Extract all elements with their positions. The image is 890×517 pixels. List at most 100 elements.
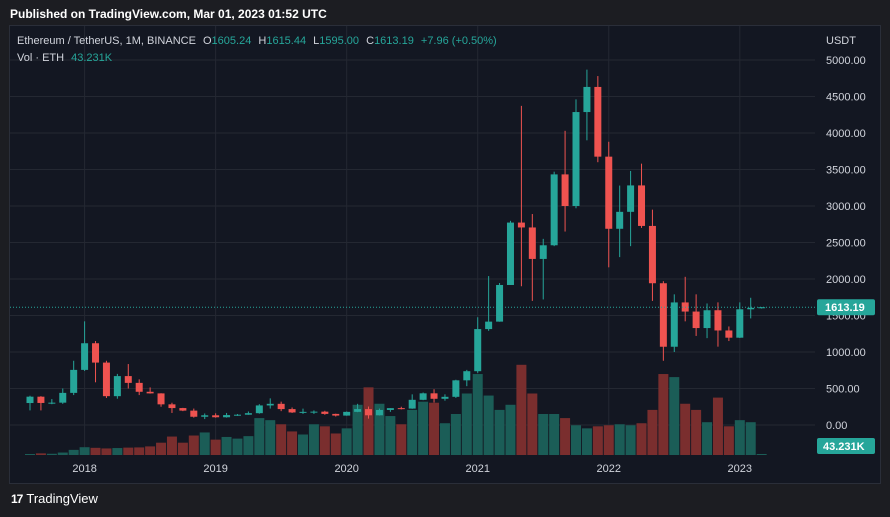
candle-body <box>190 410 198 417</box>
candle-body <box>539 245 547 259</box>
volume-bar <box>254 418 265 455</box>
candle-body <box>725 330 733 338</box>
volume-bar <box>669 377 680 455</box>
tradingview-brand: TradingView <box>26 491 98 506</box>
volume-bar <box>647 409 658 455</box>
symbol-legend: Ethereum / TetherUS, 1M, BINANCE O1605.2… <box>17 35 497 47</box>
candle-body <box>594 86 602 157</box>
volume-bar <box>330 433 341 455</box>
last-price-tag <box>817 299 875 316</box>
volume-value: 43.231K <box>71 52 113 64</box>
volume-bar <box>494 409 505 455</box>
volume-bar <box>734 420 745 455</box>
candle-body <box>703 310 711 329</box>
candle-body <box>375 409 383 416</box>
volume-bar <box>298 434 308 455</box>
change-value: +7.96 (+0.50%) <box>420 35 497 47</box>
last-price-label: 1613.19 <box>825 302 865 314</box>
volume-bar <box>276 424 287 455</box>
volume-bar <box>538 414 549 455</box>
candle-body <box>168 404 176 409</box>
volume-bar <box>79 447 90 455</box>
tradingview-logo-icon: 17 <box>11 491 23 506</box>
candle-body <box>517 222 525 228</box>
price-unit-label: USDT <box>826 35 856 47</box>
volume-bar <box>188 435 199 455</box>
close-value: 1613.19 <box>374 35 414 47</box>
price-tick-label: 2500.00 <box>826 238 866 250</box>
candle-body <box>627 185 635 212</box>
candle-body <box>310 411 318 413</box>
price-tick-label: 500.00 <box>826 384 860 396</box>
candle-body <box>332 413 340 416</box>
high-value: 1615.44 <box>266 35 307 47</box>
volume-bar <box>232 438 243 455</box>
candle-body <box>441 396 449 399</box>
candle-body <box>321 411 329 414</box>
close-label: C <box>366 35 375 47</box>
volume-bar <box>505 404 516 455</box>
candle-body <box>758 307 766 309</box>
volume-bar <box>756 454 767 455</box>
volume-bar <box>112 448 123 455</box>
candle-body <box>48 402 56 404</box>
candle-body <box>157 393 165 405</box>
candle-body <box>397 408 405 410</box>
price-tick-label: 0.00 <box>826 420 847 432</box>
volume-bar <box>243 436 254 455</box>
volume-bar <box>691 409 702 455</box>
price-tick-label: 5000.00 <box>826 55 866 67</box>
volume-bar <box>560 418 571 455</box>
volume-bar <box>35 453 46 455</box>
candle-body <box>659 283 667 347</box>
candle-body <box>561 174 569 206</box>
candle-body <box>605 156 613 229</box>
time-tick-label: 2021 <box>465 463 489 475</box>
volume-bar <box>221 436 232 455</box>
volume-bar <box>516 364 527 455</box>
volume-bar <box>156 442 167 455</box>
volume-bar <box>385 416 396 455</box>
chart-frame[interactable] <box>9 25 881 484</box>
volume-bars <box>25 364 767 455</box>
volume-bar <box>483 395 494 455</box>
volume-bar <box>418 401 429 455</box>
volume-bar <box>702 422 713 455</box>
candle-body <box>747 307 755 310</box>
candle-body <box>648 225 656 284</box>
time-tick-label: 2022 <box>597 463 621 475</box>
candle-body <box>528 227 536 259</box>
candle-body <box>223 415 231 418</box>
volume-bar <box>352 404 363 455</box>
price-tick-label: 1000.00 <box>826 347 866 359</box>
published-header: Published on TradingView.com, Mar 01, 20… <box>10 7 327 21</box>
volume-bar <box>745 422 756 455</box>
candle-body <box>463 371 471 381</box>
price-tick-label: 3500.00 <box>826 165 866 177</box>
candle-body <box>146 391 154 394</box>
candle-body <box>201 415 209 417</box>
candle-body <box>81 343 89 370</box>
low-value: 1595.00 <box>319 35 360 47</box>
volume-bar <box>46 453 57 455</box>
candle-body <box>70 369 78 393</box>
volume-bar <box>614 424 625 455</box>
candle-body <box>233 414 241 416</box>
volume-bar <box>90 447 101 455</box>
candle-body <box>550 174 558 246</box>
time-tick-label: 2023 <box>728 463 752 475</box>
candle-body <box>59 392 67 403</box>
candle-body <box>92 343 100 363</box>
volume-bar <box>25 454 35 455</box>
candle-body <box>430 393 438 399</box>
volume-bar <box>374 403 385 455</box>
last-price-overlay: 1613.19 43.231K <box>10 299 875 454</box>
candle-body <box>736 309 744 338</box>
volume-bar <box>571 425 581 455</box>
candle-body <box>365 409 373 416</box>
candle-body <box>124 376 132 383</box>
last-volume-label: 43.231K <box>823 441 865 453</box>
volume-bar <box>461 393 472 455</box>
candle-body <box>354 409 362 412</box>
